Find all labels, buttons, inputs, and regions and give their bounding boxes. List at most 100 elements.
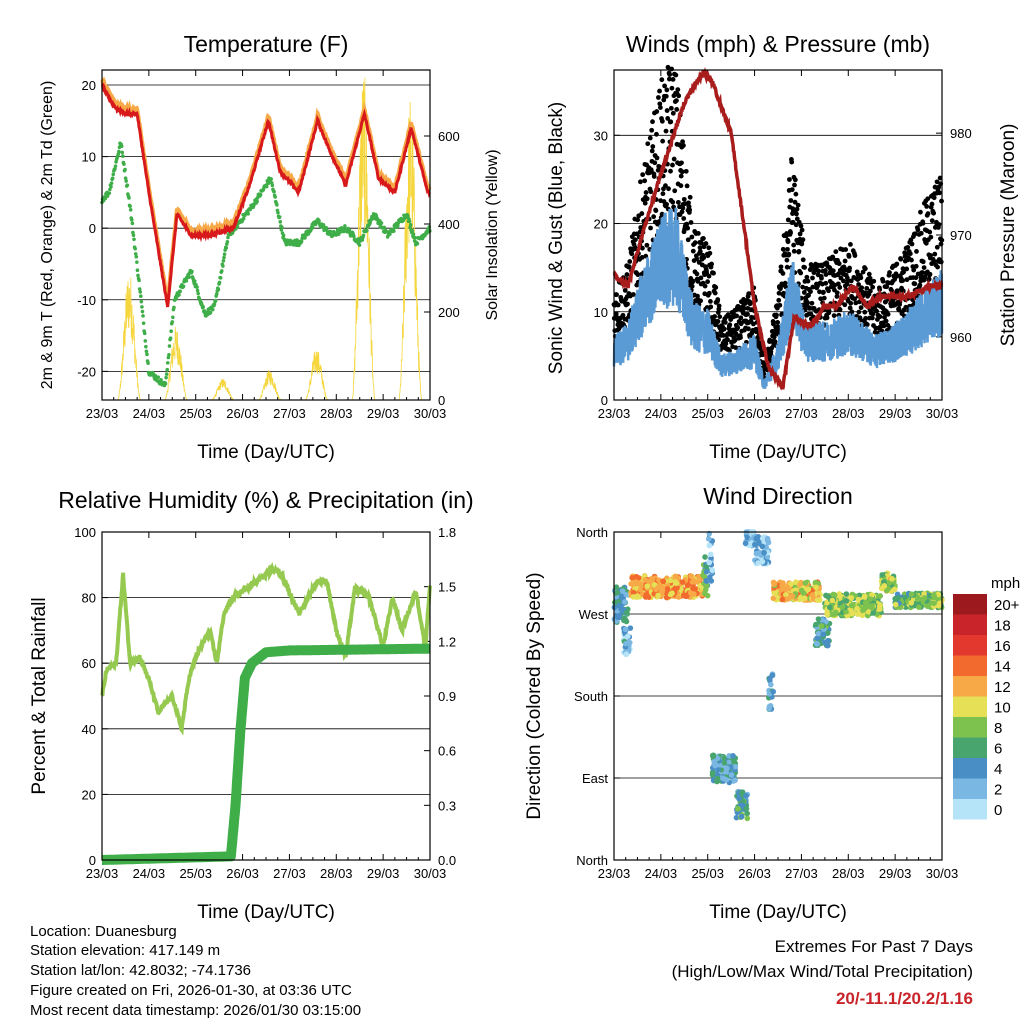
direction-point [759,543,766,550]
plot-border [101,69,431,401]
direction-point [865,608,872,615]
gust-point [776,297,782,303]
legend-label: 12 [994,679,1011,696]
gust-point [649,127,655,133]
gust-point [849,309,855,315]
gust-point [708,299,713,304]
direction-point [824,611,831,618]
humidity-ylabel: Percent & Total Rainfall [29,597,50,794]
dewpoint-point [201,305,206,309]
direction-point [619,588,626,595]
direction-point [688,573,694,579]
direction-ylabel: Direction (Colored By Speed) [524,572,545,819]
direction-point [672,573,679,580]
direction-point [732,777,738,784]
direction-point [770,595,777,602]
legend-label: 20+ [994,597,1020,614]
legend-swatch [953,799,987,820]
y-right-tick-label: 0.0 [438,853,456,868]
gust-point [848,300,854,306]
x-tick-label: 24/03 [645,406,678,421]
gust-point [635,217,641,223]
info-elevation: Station elevation: 417.149 m [30,942,220,959]
direction-point [936,600,943,607]
dewpoint-point [125,183,130,188]
direction-point [691,591,697,597]
gust-point [624,272,630,277]
direction-point [800,596,807,602]
gust-point [824,315,830,321]
dewpoint-point [272,189,276,194]
direction-point [720,775,727,782]
gust-point [727,322,733,328]
dewpoint-point [281,233,286,238]
gust-point [796,219,802,225]
gust-point [668,119,674,125]
gust-point [689,234,695,240]
gust-point [727,348,732,353]
gust-point [869,315,875,321]
legend-label: 16 [994,638,1011,655]
dewpoint-point [178,289,182,294]
gust-point [936,222,942,227]
extremes: Extremes For Past 7 Days (High/Low/Max W… [672,937,973,1008]
x-tick-label: 26/03 [226,866,259,881]
gust-point [913,263,919,269]
gust-point [712,314,718,319]
legend-label: 6 [994,741,1002,758]
dewpoint-point [134,254,139,259]
x-tick-label: 27/03 [785,406,818,421]
direction-point [621,599,628,605]
direction-point [855,596,862,603]
x-tick-label: 28/03 [320,406,353,421]
dewpoint-point [214,292,219,296]
dewpoint-point [195,288,200,293]
gust-point [852,296,858,302]
dewpoint-point [123,176,128,181]
gust-point [660,191,666,197]
gust-point [873,325,879,331]
dewpoint-point [181,284,186,289]
gust-point [808,289,813,295]
extremes-subtitle: (High/Low/Max Wind/Total Precipitation) [672,962,973,981]
y-right-tick-label: 600 [438,129,460,144]
gust-point [863,315,869,321]
extremes-values: 20/-11.1/20.2/1.16 [836,989,973,1008]
x-tick-label: 24/03 [133,866,166,881]
x-tick-label: 27/03 [273,406,306,421]
gust-point [785,239,791,245]
gust-point [805,278,811,284]
gust-point [866,271,872,277]
legend-swatch [953,655,987,676]
direction-point [771,581,778,587]
direction-point [629,575,635,581]
gust-point [635,272,641,278]
gust-point [747,300,753,305]
gust-point [626,264,632,270]
gust-point [925,196,931,202]
direction-point [709,752,716,759]
dewpoint-point [255,199,259,204]
gust-point [792,199,798,205]
y-tick-label: 10 [594,305,608,320]
gust-point [885,311,891,317]
extremes-title: Extremes For Past 7 Days [775,937,973,956]
humidity-panel: Relative Humidity (%) & Precipitation (i… [29,487,474,923]
gust-point [614,292,619,298]
dewpoint-point [128,208,133,212]
gust-point [694,256,700,262]
gust-point [701,236,706,241]
gust-point [698,298,703,304]
y-right-tick-label: 400 [438,217,460,232]
gust-point [915,227,921,233]
direction-point [733,814,740,821]
gust-point [925,211,931,217]
dewpoint-point [343,224,347,228]
dewpoint-point [212,302,217,307]
gust-point [920,270,925,275]
gust-point [931,258,937,264]
gust-point [712,290,718,296]
gust-point [640,172,646,178]
gust-point [642,178,648,184]
